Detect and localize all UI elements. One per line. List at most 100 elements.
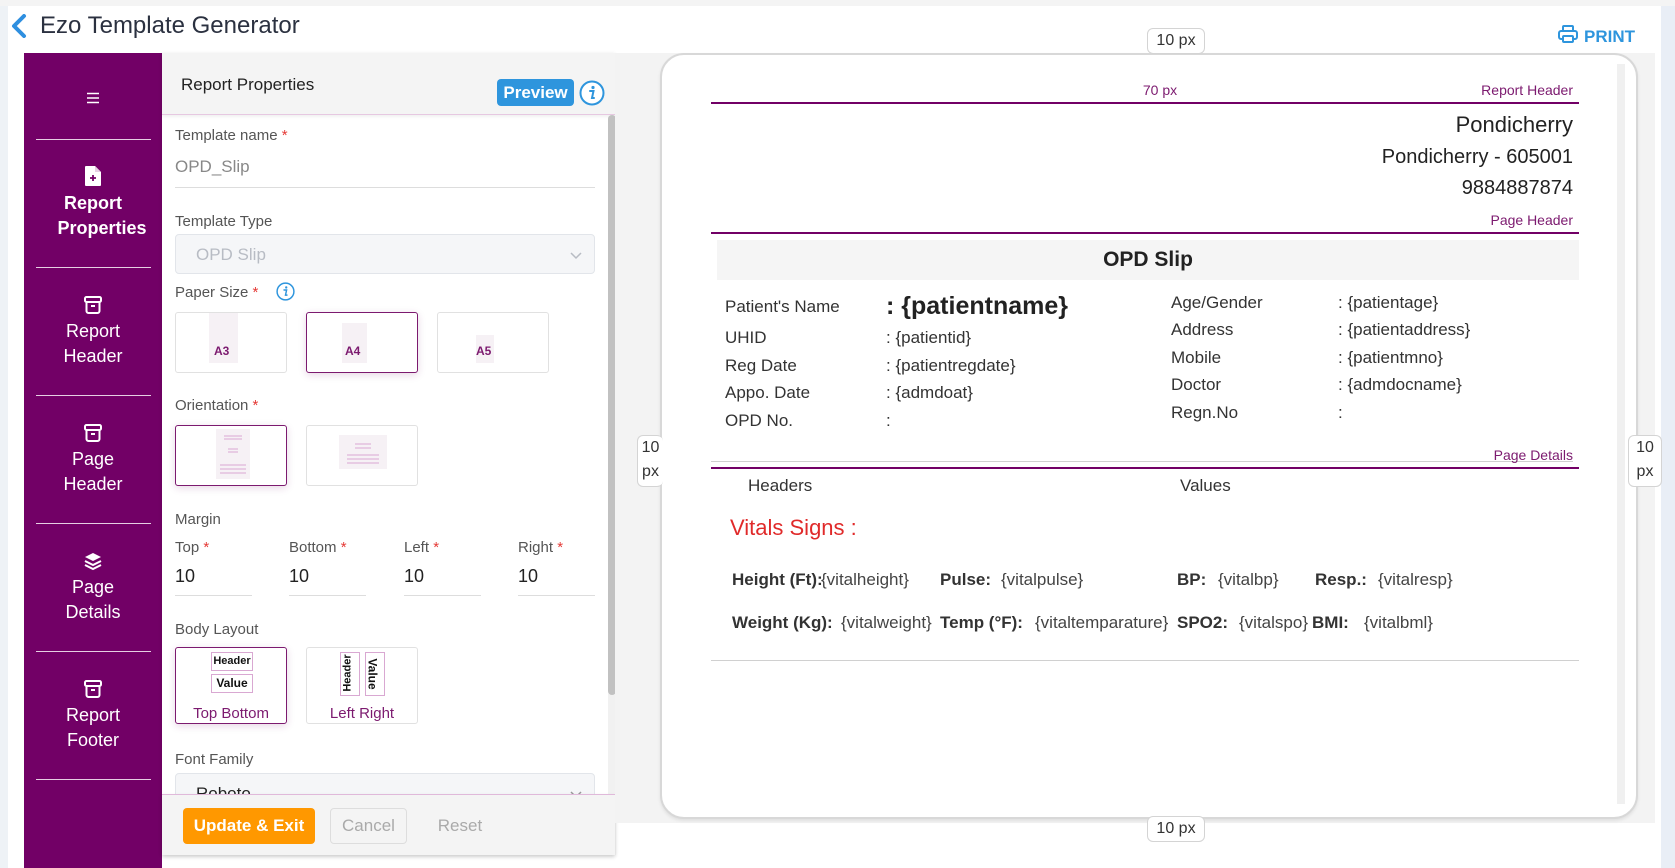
paper-size-a3[interactable]: A3 bbox=[175, 312, 287, 373]
paper-size-a5[interactable]: A5 bbox=[437, 312, 549, 373]
sidebar-item-page-details[interactable]: Page Details bbox=[24, 551, 162, 625]
panel-title: Report Properties bbox=[181, 75, 315, 94]
sidebar-item-page-header[interactable]: Page Header bbox=[24, 423, 162, 497]
chevron-left-icon[interactable] bbox=[8, 13, 30, 39]
report-header-content: Pondicherry Pondicherry - 605001 9884887… bbox=[1200, 110, 1573, 205]
file-plus-icon bbox=[24, 165, 162, 187]
paper-thumb bbox=[476, 335, 494, 363]
hamburger-menu-icon[interactable] bbox=[86, 91, 100, 109]
update-exit-button[interactable]: Update & Exit bbox=[183, 808, 315, 844]
vital-value: {vitaltemparature} bbox=[1035, 613, 1169, 632]
panel-footer: Update & Exit Cancel Reset bbox=[162, 794, 615, 855]
margin-right-label: Right * bbox=[518, 539, 564, 556]
field-value: : bbox=[886, 411, 891, 430]
field-value: : {patientid} bbox=[886, 328, 972, 347]
preview-scrollbar[interactable] bbox=[1617, 64, 1625, 804]
vital-label: BMI: bbox=[1312, 613, 1349, 632]
sidebar-label: Header bbox=[63, 474, 123, 494]
vital-label: Weight (Kg): bbox=[732, 613, 833, 632]
margin-bottom-input[interactable]: 10 bbox=[289, 566, 310, 586]
template-type-label: Template Type bbox=[175, 213, 273, 230]
field-value: : {patientname} bbox=[886, 292, 1068, 320]
page-header-tag: Page Header bbox=[1490, 212, 1573, 228]
paper-size-a4[interactable]: A4 bbox=[306, 312, 418, 373]
template-name-input[interactable]: OPD_Slip bbox=[175, 157, 250, 176]
left-edge bbox=[0, 6, 8, 868]
vital-value: {vitalbml} bbox=[1364, 613, 1433, 632]
sidebar-label: Footer bbox=[66, 730, 120, 750]
sidebar-label: Page bbox=[71, 577, 115, 597]
vital-value: {vitalweight} bbox=[841, 613, 932, 632]
info-icon[interactable] bbox=[579, 80, 605, 106]
paper-thumb bbox=[209, 313, 238, 363]
print-button[interactable]: PRINT bbox=[1558, 25, 1635, 48]
vital-value: {vitalbp} bbox=[1218, 570, 1279, 589]
preview-button[interactable]: Preview bbox=[497, 79, 574, 106]
orientation-label: Orientation * bbox=[175, 397, 259, 414]
field-label: Appo. Date bbox=[725, 383, 811, 402]
layout-top-bottom[interactable]: Header Value Top Bottom bbox=[175, 647, 287, 724]
sidebar-label: Page bbox=[71, 449, 115, 469]
paper-size-label-a5: A5 bbox=[476, 344, 492, 358]
panel-scrollbar[interactable] bbox=[608, 115, 616, 855]
scrollbar-thumb[interactable] bbox=[608, 115, 616, 695]
report-header-line bbox=[711, 102, 1579, 104]
vital-label: Height (Ft): bbox=[732, 570, 823, 589]
sidebar-divider bbox=[36, 395, 151, 396]
orientation-landscape[interactable] bbox=[306, 425, 418, 486]
sidebar-item-report-footer[interactable]: Report Footer bbox=[24, 679, 162, 753]
orientation-portrait[interactable] bbox=[175, 425, 287, 486]
report-properties-panel: Report Properties Preview Template name … bbox=[162, 53, 616, 855]
field-value: : {patientmno} bbox=[1338, 348, 1443, 367]
margin-left-input[interactable]: 10 bbox=[404, 566, 425, 586]
input-underline bbox=[404, 595, 481, 596]
cancel-button[interactable]: Cancel bbox=[330, 808, 407, 844]
sidebar-divider bbox=[36, 523, 151, 524]
margin-top-tag: 10 px bbox=[1147, 28, 1205, 54]
page-details-tag: Page Details bbox=[1493, 447, 1573, 463]
print-label: PRINT bbox=[1584, 26, 1635, 46]
archive-box-icon bbox=[24, 423, 162, 443]
reset-button[interactable]: Reset bbox=[437, 816, 483, 835]
vital-label: BP: bbox=[1177, 570, 1207, 589]
sidebar-menu-toggle[interactable] bbox=[24, 91, 162, 109]
layout-left-right[interactable]: Header Value Left Right bbox=[306, 647, 418, 724]
field-label: Patient's Name bbox=[725, 297, 840, 316]
sidebar-label: Header bbox=[63, 346, 123, 366]
sidebar-divider bbox=[36, 779, 151, 780]
right-edge bbox=[1661, 6, 1675, 868]
vital-label: SPO2: bbox=[1177, 613, 1229, 632]
vital-label: Temp (°F): bbox=[940, 613, 1023, 632]
field-label: Regn.No bbox=[1171, 403, 1239, 422]
sidebar-divider bbox=[36, 267, 151, 268]
panel-header: Report Properties Preview bbox=[162, 53, 615, 115]
hospital-address: Pondicherry - 605001 bbox=[1381, 146, 1573, 168]
field-value: : {patientage} bbox=[1338, 293, 1439, 312]
vital-value: {vitalresp} bbox=[1378, 570, 1453, 589]
archive-box-icon bbox=[24, 679, 162, 699]
column-header-headers: Headers bbox=[748, 476, 813, 495]
sidebar: Report Properties Report Header Page Hea… bbox=[24, 53, 162, 868]
field-label: UHID bbox=[725, 328, 767, 347]
info-icon[interactable] bbox=[276, 282, 295, 306]
hospital-phone: 9884887874 bbox=[1461, 177, 1573, 199]
vital-label: Resp.: bbox=[1315, 570, 1367, 589]
paper-size-label-a3: A3 bbox=[214, 344, 230, 358]
field-label: OPD No. bbox=[725, 411, 794, 430]
vital-value: {vitalheight} bbox=[821, 570, 909, 589]
margin-right-input[interactable]: 10 bbox=[518, 566, 539, 586]
field-label: Address bbox=[1171, 320, 1234, 339]
template-type-value: OPD Slip bbox=[196, 245, 266, 264]
printer-icon bbox=[1558, 25, 1578, 48]
sidebar-item-report-header[interactable]: Report Header bbox=[24, 295, 162, 369]
template-type-select[interactable]: OPD Slip bbox=[175, 234, 595, 274]
app-title: Ezo Template Generator bbox=[40, 12, 300, 39]
opd-title: OPD Slip bbox=[1103, 248, 1193, 271]
template-name-label: Template name * bbox=[175, 127, 288, 144]
layout-caption: Left Right bbox=[329, 705, 395, 722]
app-header: Ezo Template Generator bbox=[8, 6, 300, 46]
sidebar-item-report-properties[interactable]: Report Properties bbox=[24, 165, 162, 241]
separator bbox=[711, 461, 1573, 462]
margin-top-label: Top * bbox=[175, 539, 210, 556]
margin-top-input[interactable]: 10 bbox=[175, 566, 196, 586]
